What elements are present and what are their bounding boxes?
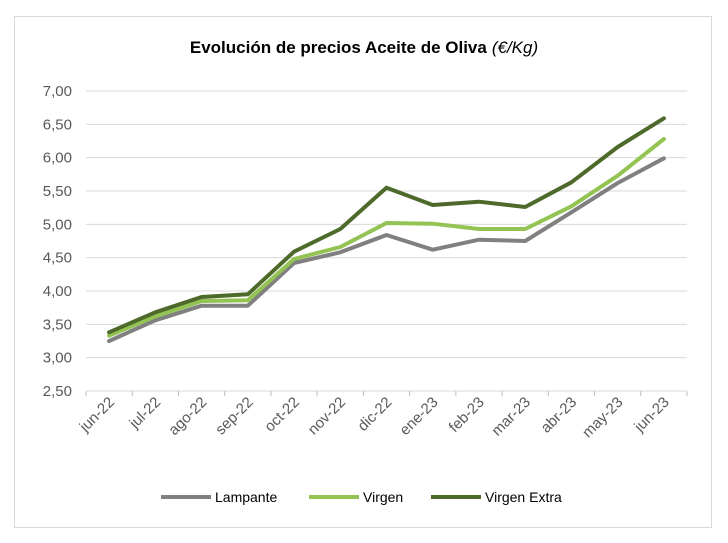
series-line <box>107 116 666 335</box>
series-lampante <box>107 156 666 343</box>
chart-frame: Evolución de precios Aceite de Oliva (€/K… <box>14 16 712 528</box>
legend-item: Virgen Extra <box>431 489 562 505</box>
y-tick-label: 7,00 <box>43 83 72 100</box>
legend-item: Lampante <box>161 489 277 505</box>
y-axis-tick-labels: 2,50 3,00 3,50 4,00 4,50 5,00 5,50 6,00 6,50 7,00 <box>43 83 72 400</box>
gridlines <box>85 90 688 396</box>
y-tick-label: 6,50 <box>43 116 72 133</box>
legend-item: Virgen <box>309 489 403 505</box>
x-tick-label: jun-23 <box>630 394 672 436</box>
x-tick-label: may-23 <box>579 394 626 441</box>
chart-title: Evolución de precios Aceite de Oliva (€/K… <box>190 38 538 57</box>
y-tick-label: 2,50 <box>43 383 72 400</box>
x-tick-label: feb-23 <box>446 394 488 436</box>
series-virgen <box>107 137 666 338</box>
chart-title-unit: (€/Kg) <box>492 38 538 57</box>
y-tick-label: 4,50 <box>43 250 72 267</box>
x-tick-label: sep-22 <box>212 394 256 438</box>
x-tick-label: jul-22 <box>126 394 165 433</box>
x-tick-label: abr-23 <box>538 394 581 437</box>
legend-label: Virgen <box>363 489 403 505</box>
y-tick-label: 5,50 <box>43 183 72 200</box>
series-lines <box>107 116 666 343</box>
y-tick-label: 4,00 <box>43 283 72 300</box>
x-tick-label: dic-22 <box>354 394 395 435</box>
x-tick-label: ene-23 <box>397 394 442 439</box>
x-tick-label: jun-22 <box>76 394 118 436</box>
x-tick-label: ago-22 <box>165 394 210 439</box>
series-virgen-extra <box>107 116 666 335</box>
x-axis-tick-labels: jun-22 jul-22 ago-22 sep-22 oct-22 nov-22 dic-… <box>76 394 673 441</box>
legend-label: Lampante <box>215 489 277 505</box>
line-chart: Evolución de precios Aceite de Oliva (€/K… <box>43 38 688 505</box>
chart-title-main: Evolución de precios Aceite de Oliva <box>190 38 488 57</box>
x-tick-label: oct-22 <box>261 394 303 436</box>
y-tick-label: 3,00 <box>43 350 72 367</box>
legend: Lampante Virgen Virgen Extra <box>161 489 562 505</box>
y-tick-label: 6,00 <box>43 150 72 167</box>
legend-label: Virgen Extra <box>485 489 562 505</box>
x-tick-label: nov-22 <box>305 394 349 438</box>
y-tick-label: 3,50 <box>43 316 72 333</box>
y-tick-label: 5,00 <box>43 216 72 233</box>
series-line <box>107 137 666 338</box>
x-tick-label: mar-23 <box>488 394 534 440</box>
